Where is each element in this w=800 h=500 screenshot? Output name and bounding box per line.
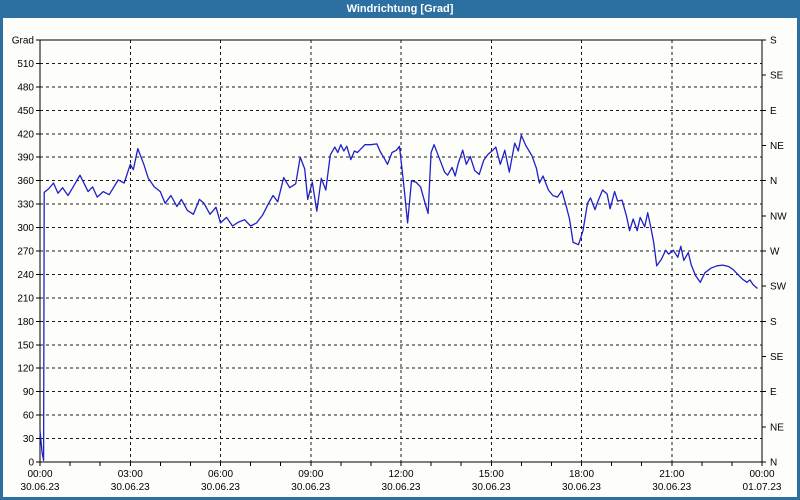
- y-axis-left-label: 150: [17, 340, 34, 351]
- y-axis-right-label: N: [770, 176, 777, 187]
- x-axis-date-label: 30.06.23: [111, 482, 150, 493]
- x-axis-date-label: 30.06.23: [201, 482, 240, 493]
- y-axis-right-label: E: [770, 106, 777, 117]
- window-titlebar: Windrichtung [Grad]: [0, 0, 800, 18]
- y-axis-right-label: SW: [770, 282, 787, 293]
- y-axis-left-label: 390: [17, 153, 34, 164]
- x-axis-date-label: 01.07.23: [743, 482, 782, 493]
- grad-unit-label: Grad: [12, 36, 34, 47]
- y-axis-right-label: S: [770, 36, 777, 47]
- y-axis-right-label: SE: [770, 352, 784, 363]
- y-axis-right-label: N: [770, 458, 777, 469]
- y-axis-left-label: 90: [23, 387, 35, 398]
- y-axis-left-label: 240: [17, 270, 34, 281]
- y-axis-right-label: NE: [770, 422, 784, 433]
- y-axis-left-label: 330: [17, 200, 34, 211]
- x-axis-date-label: 30.06.23: [382, 482, 421, 493]
- window-title: Windrichtung [Grad]: [346, 3, 454, 15]
- x-axis-date-label: 30.06.23: [21, 482, 60, 493]
- y-axis-left-label: 180: [17, 317, 34, 328]
- x-axis-time-label: 03:00: [118, 469, 143, 480]
- x-axis-date-label: 30.06.23: [291, 482, 330, 493]
- y-axis-right-label: NW: [770, 211, 787, 222]
- y-axis-right-label: W: [770, 247, 780, 258]
- x-axis-time-label: 12:00: [388, 469, 413, 480]
- x-axis-time-label: 21:00: [659, 469, 684, 480]
- y-axis-left-label: 120: [17, 364, 34, 375]
- wind-direction-line: [39, 134, 758, 462]
- y-axis-left-label: 60: [23, 411, 35, 422]
- y-axis-right-label: NE: [770, 141, 784, 152]
- y-axis-left-label: 510: [17, 59, 34, 70]
- y-axis-left-label: 210: [17, 293, 34, 304]
- x-axis-time-label: 00:00: [27, 469, 52, 480]
- y-axis-left-label: 30: [23, 434, 35, 445]
- x-axis-time-label: 15:00: [479, 469, 504, 480]
- y-axis-right-label: E: [770, 387, 777, 398]
- x-axis-date-label: 30.06.23: [472, 482, 511, 493]
- x-axis-date-label: 30.06.23: [562, 482, 601, 493]
- y-axis-right-label: S: [770, 317, 777, 328]
- y-axis-right-label: SE: [770, 71, 784, 82]
- x-axis-date-label: 30.06.23: [652, 482, 691, 493]
- x-axis-time-label: 06:00: [208, 469, 233, 480]
- y-axis-left-label: 360: [17, 176, 34, 187]
- y-axis-left-label: 300: [17, 223, 34, 234]
- x-axis-time-label: 00:00: [749, 469, 774, 480]
- x-axis-time-label: 09:00: [298, 469, 323, 480]
- y-axis-left-label: 480: [17, 82, 34, 93]
- y-axis-left-label: 270: [17, 247, 34, 258]
- plot-border: [39, 39, 763, 463]
- y-axis-left-label: 0: [28, 458, 34, 469]
- x-axis-time-label: 18:00: [569, 469, 594, 480]
- y-axis-left-label: 450: [17, 106, 34, 117]
- wind-direction-chart: Grad510480450420390360330300270240210180…: [3, 18, 797, 497]
- y-axis-left-label: 420: [17, 129, 34, 140]
